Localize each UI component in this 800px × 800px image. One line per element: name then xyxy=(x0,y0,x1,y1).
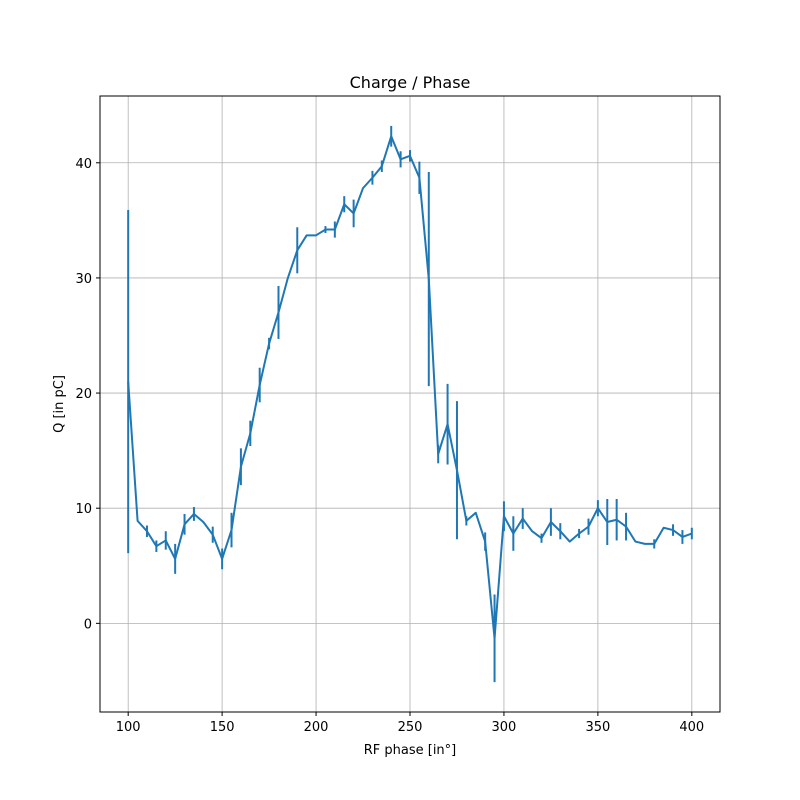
x-tick-label: 150 xyxy=(210,720,235,735)
y-tick-label: 10 xyxy=(75,502,92,517)
x-tick-label: 200 xyxy=(304,720,329,735)
grid xyxy=(100,96,720,712)
y-tick-label: 0 xyxy=(84,617,92,632)
y-tick-label: 40 xyxy=(75,157,92,172)
y-ticks: 0 10 20 30 40 xyxy=(75,157,100,632)
x-ticks: 100 150 200 250 300 350 400 xyxy=(116,712,704,735)
x-tick-label: 100 xyxy=(116,720,141,735)
y-tick-label: 30 xyxy=(75,272,92,287)
chart-title: Charge / Phase xyxy=(350,73,471,92)
x-tick-label: 300 xyxy=(492,720,517,735)
y-tick-label: 20 xyxy=(75,387,92,402)
x-axis-label: RF phase [in°] xyxy=(364,743,457,758)
x-tick-label: 350 xyxy=(585,720,610,735)
y-axis-label: Q [in pC] xyxy=(52,375,67,433)
x-tick-label: 400 xyxy=(679,720,704,735)
series-line xyxy=(127,135,693,640)
series-layer xyxy=(127,135,693,640)
x-tick-label: 250 xyxy=(398,720,423,735)
